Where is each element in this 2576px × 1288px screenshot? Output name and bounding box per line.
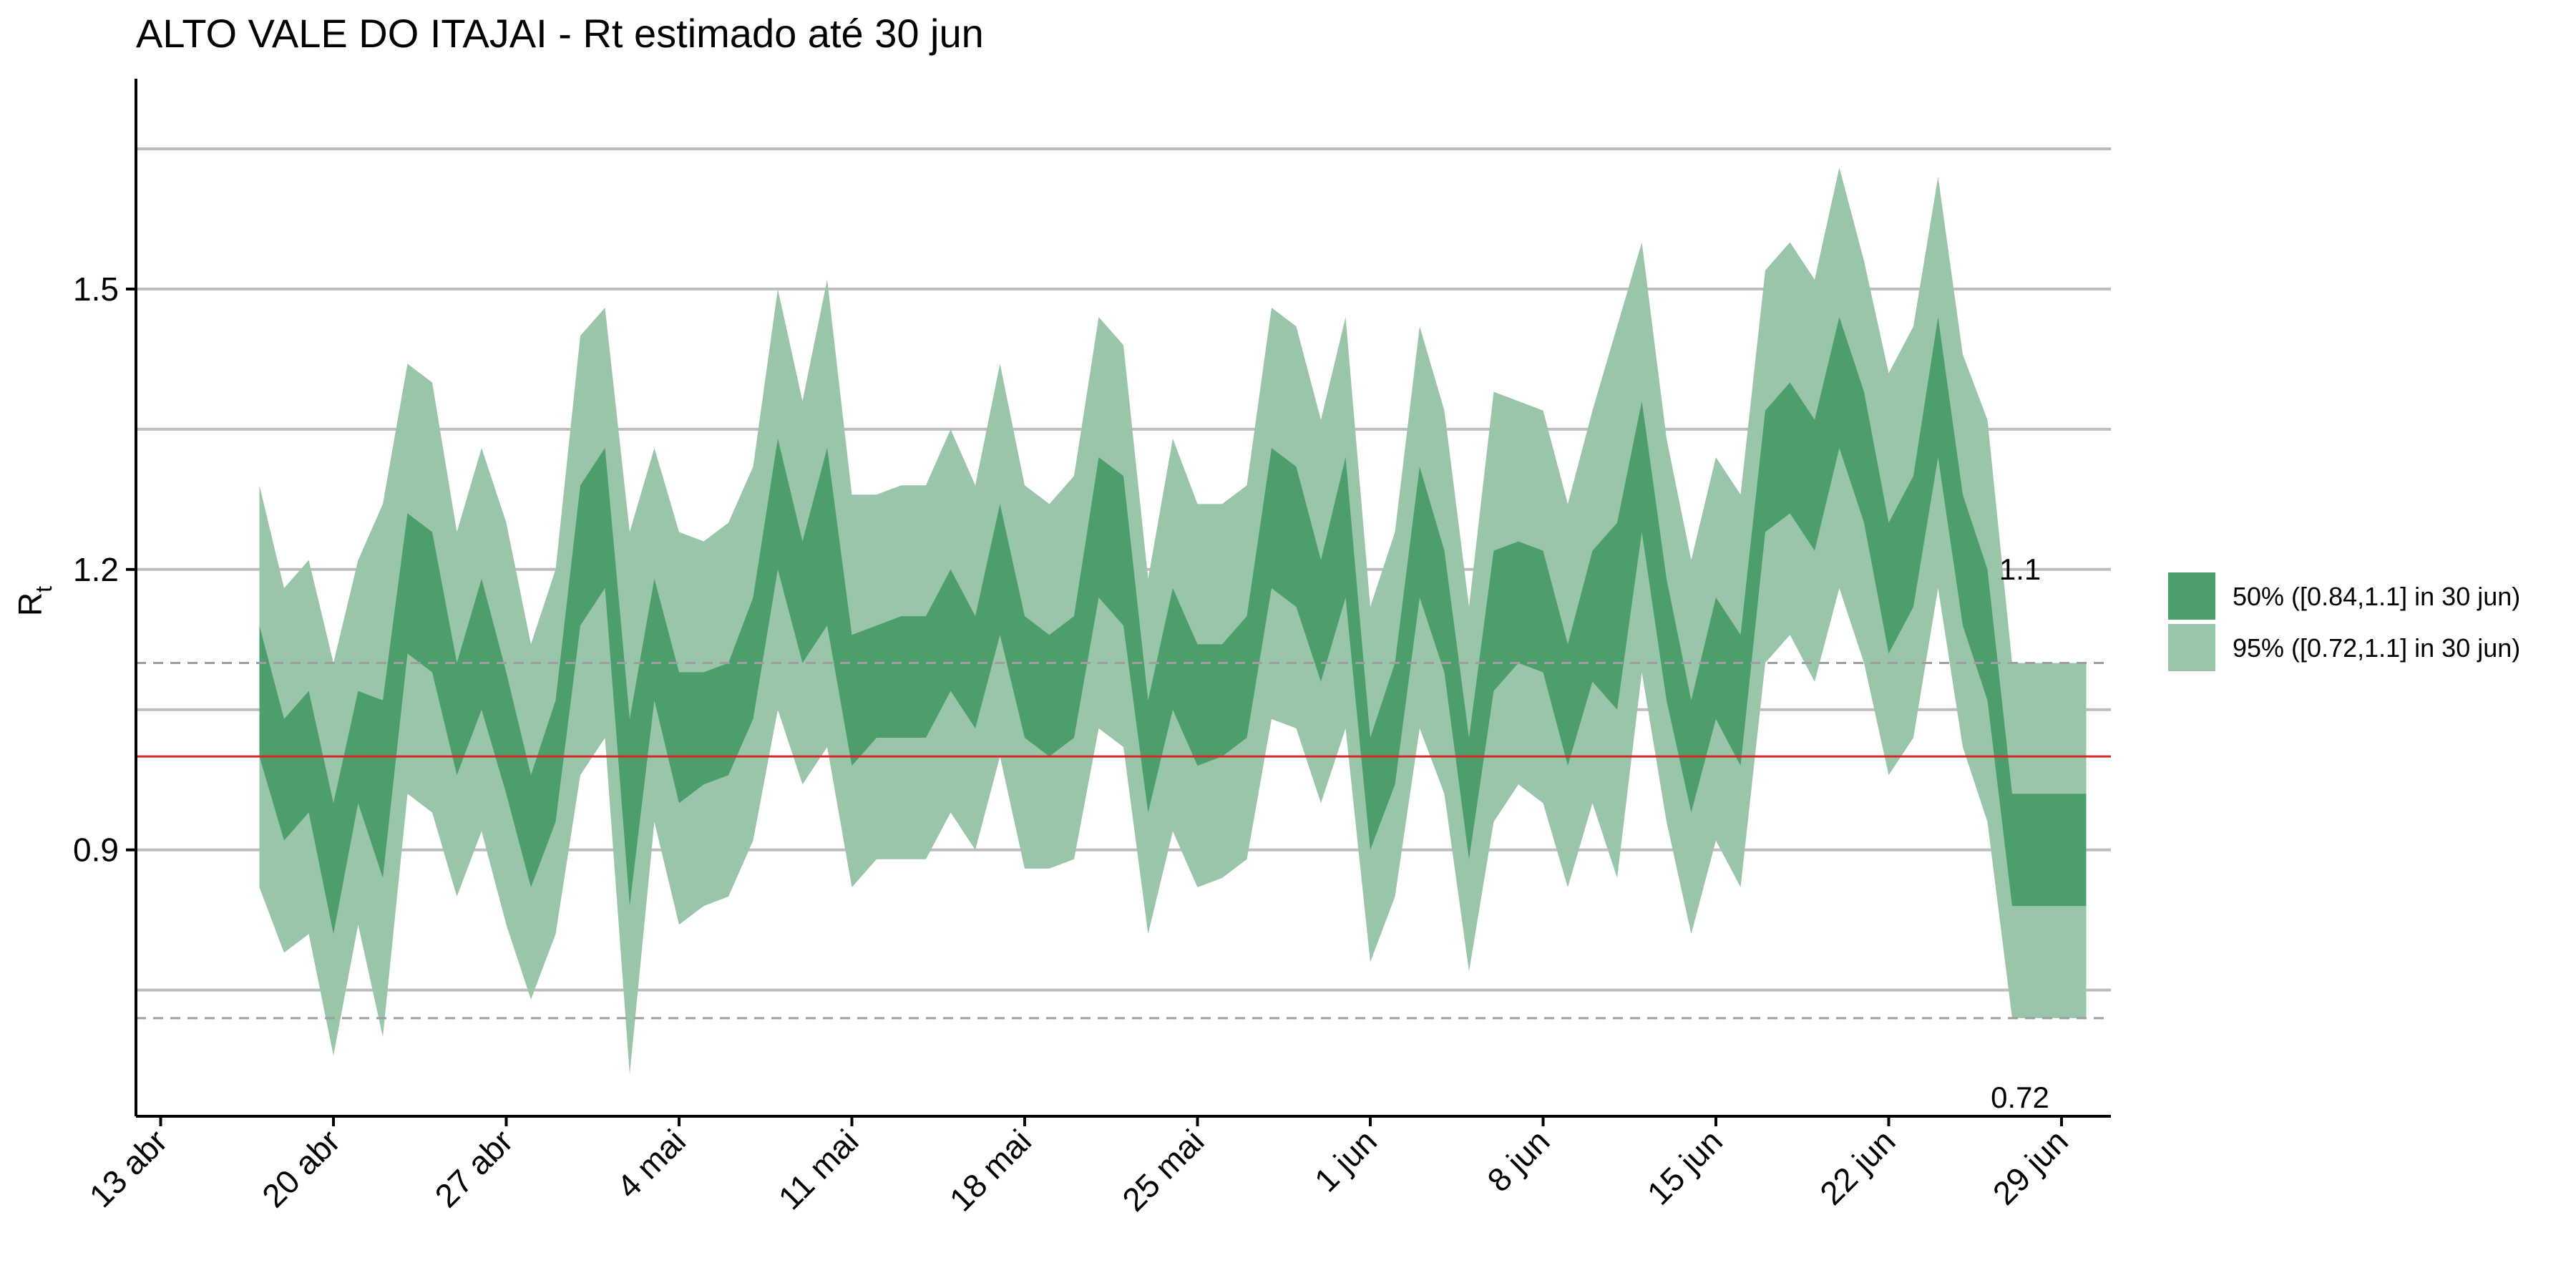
reference-lines [136, 661, 2111, 1020]
y-tick-label: 0.9 [73, 831, 119, 869]
interval-bands [259, 167, 2087, 1075]
y-tick-label: 1.5 [73, 270, 119, 308]
legend-label: 50% ([0.84,1.1] in 30 jun) [2233, 582, 2520, 611]
band-50 [259, 317, 2087, 935]
annotation-lower: 0.72 [1991, 1080, 2049, 1114]
legend: 50% ([0.84,1.1] in 30 jun) 95% ([0.72,1.1… [2168, 572, 2520, 671]
x-tick-label: 18 mai [942, 1122, 1038, 1218]
x-tick-label: 15 jun [1640, 1122, 1729, 1211]
y-axis-ticks: 0.9 1.2 1.5 [73, 270, 136, 869]
legend-swatch [2168, 624, 2215, 671]
y-axis-label-subscript: t [31, 586, 57, 592]
x-tick-label: 1 jun [1307, 1122, 1384, 1199]
y-tick-label: 1.2 [73, 551, 119, 588]
axes [135, 79, 2111, 1118]
chart-title: ALTO VALE DO ITAJAI - Rt estimado até 30… [136, 11, 984, 56]
x-tick-label: 11 mai [771, 1122, 866, 1216]
x-tick-label: 13 abr [82, 1122, 175, 1214]
x-axis-ticks: 13 abr 20 abr 27 abr 4 mai 11 mai 18 mai 25 ma… [82, 1116, 2075, 1219]
x-tick-label: 20 abr [255, 1122, 347, 1214]
y-axis-label: Rt [11, 586, 57, 616]
x-tick-label: 27 abr [428, 1122, 520, 1214]
legend-swatch [2168, 572, 2215, 620]
x-tick-label: 25 mai [1115, 1122, 1211, 1218]
y-axis-label-main: R [11, 592, 49, 616]
x-tick-label: 22 jun [1813, 1122, 1902, 1211]
x-tick-label: 4 mai [610, 1122, 693, 1205]
x-tick-label: 29 jun [1986, 1122, 2075, 1211]
legend-label: 95% ([0.72,1.1] in 30 jun) [2233, 633, 2520, 663]
annotations: 1.1 0.72 [1991, 552, 2049, 1114]
x-tick-label: 8 jun [1480, 1122, 1556, 1199]
annotation-upper: 1.1 [1999, 552, 2041, 586]
